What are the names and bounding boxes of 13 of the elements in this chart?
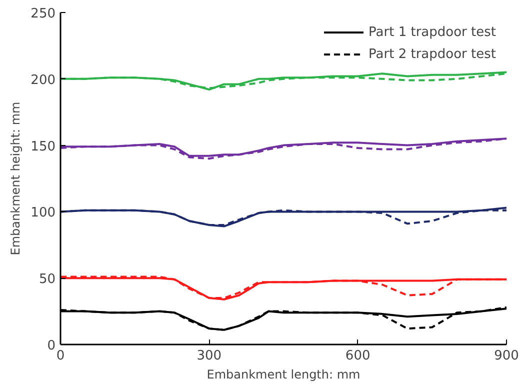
y-tick-label: 250	[30, 6, 56, 22]
x-tick-label: 900	[494, 348, 519, 364]
legend-label: Part 1 trapdoor test	[368, 24, 496, 40]
y-tick-label: 50	[38, 272, 56, 288]
y-tick-label: 100	[30, 206, 56, 221]
y-axis-title: Embankment height: mm	[8, 102, 23, 256]
x-tick-label: 300	[196, 348, 222, 364]
y-tick-label: 150	[30, 139, 56, 154]
x-axis-title: Embankment length: mm	[206, 368, 360, 382]
y-tick-label: 0	[47, 338, 56, 354]
legend-label: Part 2 trapdoor test	[368, 46, 496, 62]
x-tick-label: 600	[345, 348, 370, 364]
y-tick-label: 200	[30, 72, 56, 88]
